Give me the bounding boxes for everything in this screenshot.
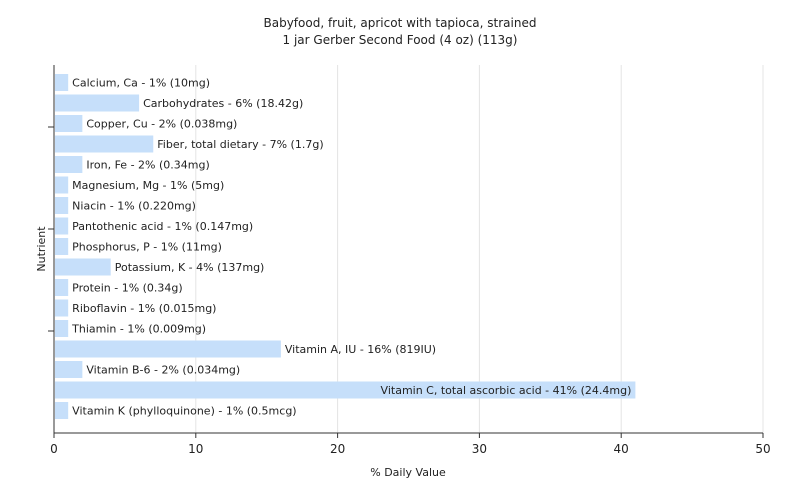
x-tick-label: 0 xyxy=(50,442,58,456)
bar xyxy=(55,381,636,399)
bar-label: Potassium, K - 4% (137mg) xyxy=(115,261,265,274)
bar xyxy=(55,340,281,358)
chart-subtitle: 1 jar Gerber Second Food (4 oz) (113g) xyxy=(283,33,518,47)
bar-label: Magnesium, Mg - 1% (5mg) xyxy=(72,179,224,192)
x-tick-label: 40 xyxy=(614,442,629,456)
bar xyxy=(55,74,69,91)
bar-label: Copper, Cu - 2% (0.038mg) xyxy=(86,118,237,131)
bar-label: Thiamin - 1% (0.009mg) xyxy=(71,323,206,336)
bar xyxy=(55,238,69,255)
x-axis-title: % Daily Value xyxy=(370,466,446,479)
y-axis-title: Nutrient xyxy=(35,226,48,272)
bar xyxy=(55,217,69,235)
bar-label: Carbohydrates - 6% (18.42g) xyxy=(143,97,303,110)
bar-label: Vitamin B-6 - 2% (0.034mg) xyxy=(86,364,240,377)
bar-label: Vitamin C, total ascorbic acid - 41% (24… xyxy=(381,384,632,397)
bar xyxy=(55,176,69,194)
bar-label: Vitamin K (phylloquinone) - 1% (0.5mcg) xyxy=(72,405,296,418)
bar-label: Riboflavin - 1% (0.015mg) xyxy=(72,302,216,315)
axes: 0 10 20 30 40 50 xyxy=(48,65,771,456)
bar xyxy=(55,156,83,173)
bar xyxy=(55,320,69,337)
x-tick-label: 10 xyxy=(188,442,203,456)
bar-label: Phosphorus, P - 1% (11mg) xyxy=(72,241,222,254)
x-tick-label: 50 xyxy=(755,442,770,456)
bar-label: Iron, Fe - 2% (0.34mg) xyxy=(86,159,209,172)
bar-label: Vitamin A, IU - 16% (819IU) xyxy=(285,343,436,356)
bars xyxy=(55,74,636,419)
x-tick-label: 20 xyxy=(330,442,345,456)
bar-label: Protein - 1% (0.34g) xyxy=(72,282,183,295)
bar xyxy=(55,258,111,276)
bar xyxy=(55,361,83,378)
bar-label: Calcium, Ca - 1% (10mg) xyxy=(72,77,210,90)
bar-label: Pantothenic acid - 1% (0.147mg) xyxy=(72,220,253,233)
bar xyxy=(55,402,69,419)
bar-labels: Calcium, Ca - 1% (10mg) Carbohydrates - 6… xyxy=(71,77,631,418)
bar xyxy=(55,279,69,296)
bar xyxy=(55,299,69,317)
bar xyxy=(55,135,154,153)
bar xyxy=(55,94,140,112)
x-tick-label: 30 xyxy=(472,442,487,456)
bar-label: Fiber, total dietary - 7% (1.7g) xyxy=(157,138,323,151)
bar-label: Niacin - 1% (0.220mg) xyxy=(72,200,196,213)
bar xyxy=(55,197,69,214)
bar xyxy=(55,115,83,132)
chart-title: Babyfood, fruit, apricot with tapioca, s… xyxy=(264,16,537,30)
